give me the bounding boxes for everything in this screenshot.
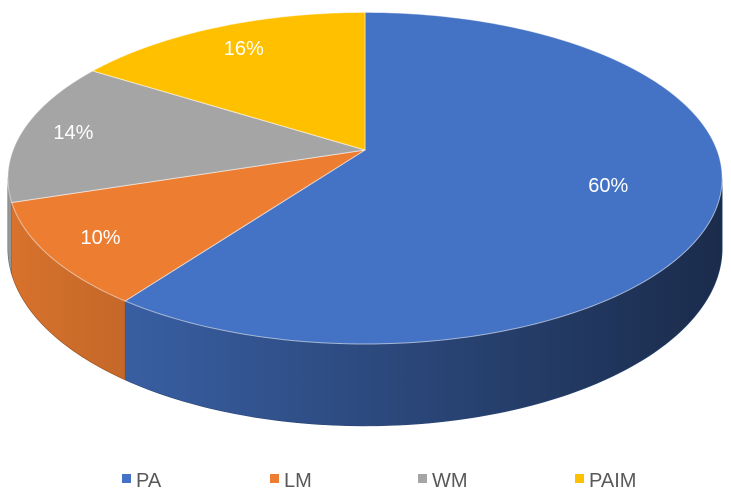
data-labels: 60% 10% 14% 16% bbox=[53, 38, 628, 249]
legend-swatch-lm bbox=[270, 474, 279, 483]
legend-item-paim: PAIM bbox=[575, 470, 636, 492]
legend-swatch-paim bbox=[575, 474, 584, 483]
pie-slice-top-pa bbox=[124, 11, 723, 345]
legend-item-pa: PA bbox=[122, 470, 162, 492]
legend-label-wm: WM bbox=[432, 470, 468, 492]
legend: PA LM WM PAIM bbox=[122, 470, 636, 492]
legend-label-lm: LM bbox=[284, 470, 312, 492]
legend-item-lm: LM bbox=[270, 470, 312, 492]
pie-slice-top-wm bbox=[7, 70, 366, 204]
pie-slice-top-paim bbox=[92, 11, 366, 151]
data-label-wm: 14% bbox=[53, 122, 93, 144]
legend-swatch-pa bbox=[122, 474, 131, 483]
data-label-pa: 60% bbox=[588, 175, 628, 197]
legend-label-pa: PA bbox=[136, 470, 162, 492]
pie-top-faces bbox=[7, 11, 723, 345]
data-label-lm: 10% bbox=[80, 227, 120, 249]
legend-label-paim: PAIM bbox=[589, 470, 636, 492]
legend-item-wm: WM bbox=[418, 470, 468, 492]
pie-slice-top-lm bbox=[11, 149, 366, 302]
legend-swatch-wm bbox=[418, 474, 427, 483]
data-label-paim: 16% bbox=[224, 38, 264, 60]
